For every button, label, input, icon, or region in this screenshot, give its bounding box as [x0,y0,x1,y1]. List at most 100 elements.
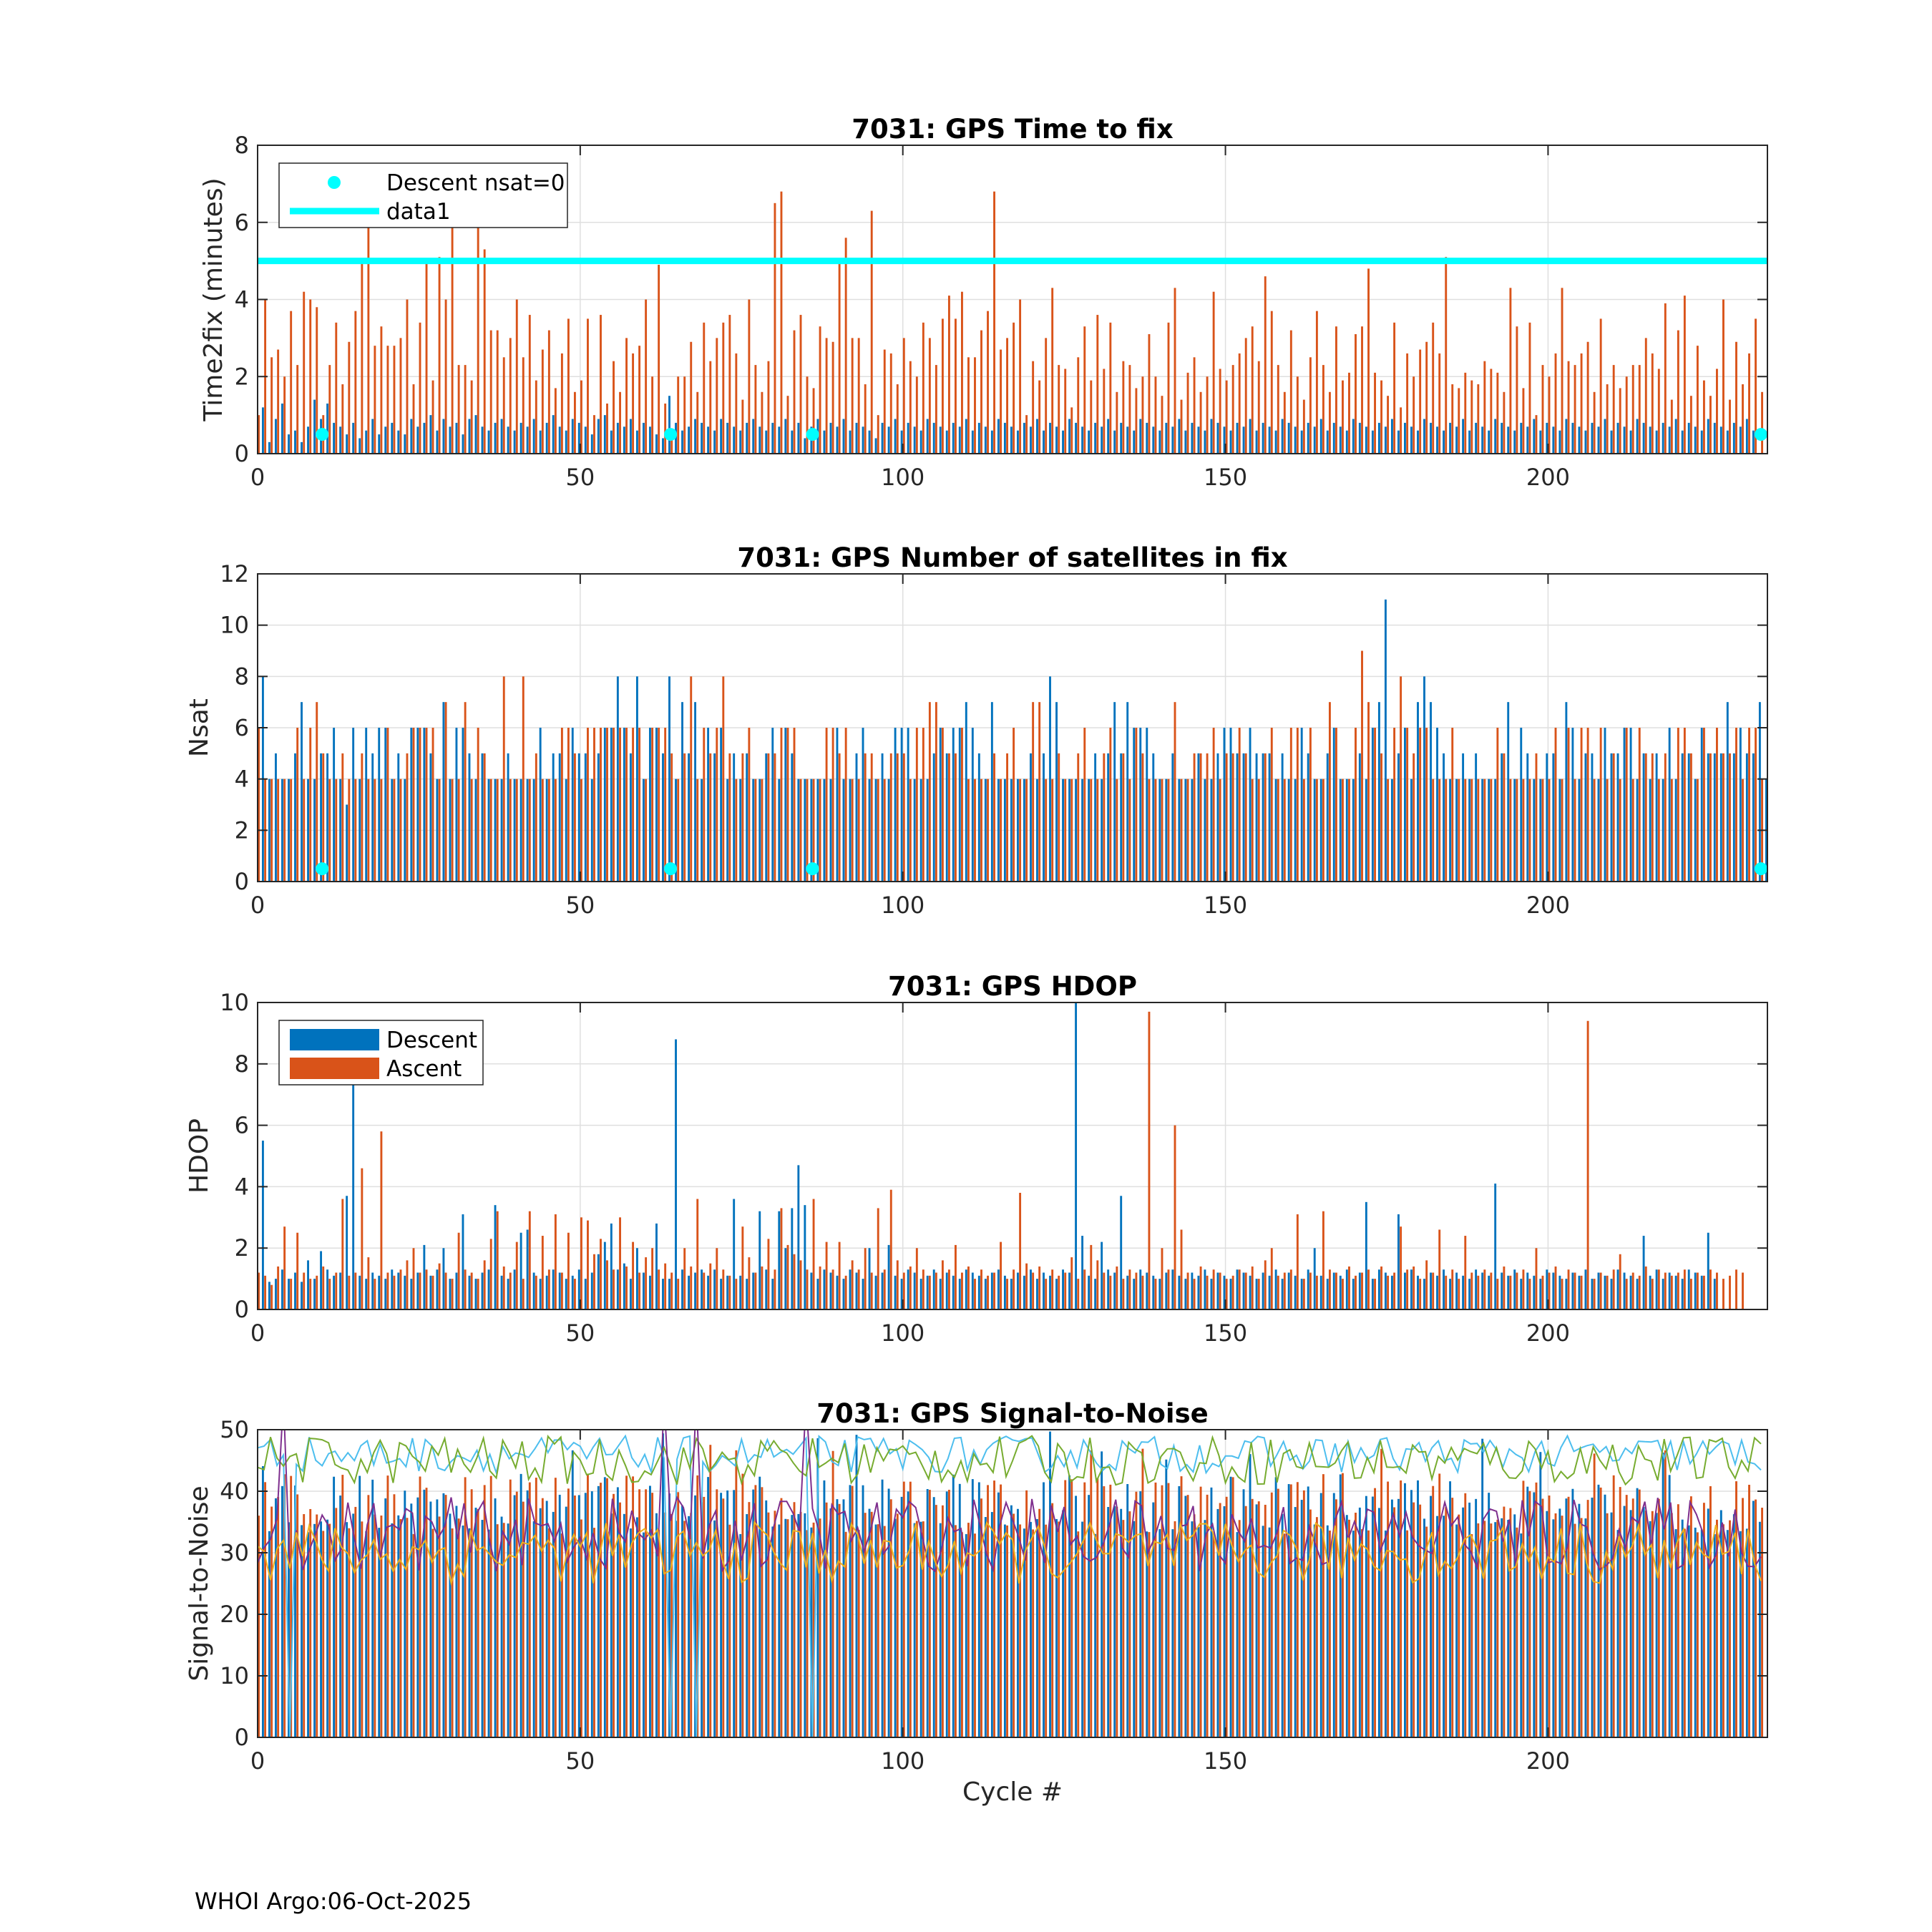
bar-snr-ascent [1289,1484,1292,1737]
bar-descent [1043,1272,1045,1309]
bar-snr-descent [1010,1505,1013,1737]
bar-snr-ascent [1748,1485,1750,1737]
bar-descent [1758,702,1761,882]
bar-ascent [522,1279,525,1309]
bar-ascent [664,728,667,882]
bar-ascent [651,1248,654,1309]
bar-ascent [606,728,608,882]
bar-descent [1120,422,1123,454]
bar-snr-descent [1178,1485,1181,1737]
bar-descent [532,779,535,882]
bar-descent [726,422,729,454]
bar-ascent [600,728,602,882]
bar-descent [1455,1272,1458,1309]
bar-ascent [1593,391,1596,454]
bar-ascent [1032,1272,1035,1309]
bar-descent [507,753,509,882]
bar-snr-ascent [270,1506,273,1737]
bar-descent [733,753,736,882]
bar-descent [1449,1279,1452,1309]
bar-ascent [1606,1275,1609,1309]
bar-descent [1436,426,1438,454]
bar-descent [1571,1272,1574,1309]
bar-descent [868,1248,871,1309]
bar-ascent [1296,728,1299,882]
bar-ascent [1154,1279,1157,1309]
bar-descent [301,702,303,882]
bar-ascent [1722,1279,1724,1309]
bar-descent [1584,430,1587,454]
bar-ascent [1458,1279,1460,1309]
bar-descent [1687,753,1690,882]
bar-snr-ascent [844,1531,847,1737]
bar-descent [1249,1275,1252,1309]
bar-ascent [367,214,370,454]
bar-descent [442,702,445,882]
bar-descent [926,779,929,882]
bar-descent [1165,779,1168,882]
bar-ascent [451,779,454,882]
bar-descent [655,434,658,454]
bar-descent [797,422,800,454]
bar-descent [339,1272,342,1309]
bar-descent [662,438,664,454]
bar-snr-descent [1636,1488,1639,1737]
bar-snr-descent [1533,1492,1536,1737]
bar-descent [1694,1272,1697,1309]
bar-descent [1739,426,1742,454]
bar-ascent [587,1220,589,1309]
bar-descent [1397,753,1400,882]
bar-ascent [1045,338,1048,454]
bar-ascent [806,1269,809,1309]
bar-ascent [1509,779,1512,882]
bar-snr-ascent [290,1475,293,1737]
bar-ascent [438,1263,441,1309]
bar-descent [558,753,561,882]
bar-descent [1358,753,1361,882]
bar-snr-descent [1274,1477,1277,1737]
bar-descent [675,1039,677,1309]
bar-ascent [341,1199,344,1309]
bar-descent [339,779,342,882]
bar-descent [1197,1275,1200,1309]
bar-ascent [967,1266,970,1309]
bar-snr-descent [1101,1451,1103,1737]
bar-ascent [296,1232,299,1309]
bar-snr-descent [887,1488,890,1737]
bar-descent [623,728,625,882]
bar-snr-descent [1146,1531,1148,1737]
bar-descent [1262,422,1264,454]
bar-snr-descent [565,1506,567,1737]
bar-ascent [399,1269,402,1309]
bar-ascent [1212,1269,1215,1309]
bar-descent [346,1196,348,1309]
bar-snr-descent [1003,1524,1006,1737]
bar-descent [552,753,555,882]
bar-descent [707,426,710,454]
bar-ascent [1283,391,1286,454]
bar-ascent [1361,1272,1363,1309]
bar-descent [468,753,471,882]
bar-snr-descent [1223,1506,1226,1737]
bar-ascent [1599,728,1602,882]
y-tick-label: 2 [235,363,249,390]
bar-ascent [1593,1279,1596,1309]
bar-ascent [1355,1275,1357,1309]
bar-descent [1700,430,1703,454]
bar-ascent [947,1269,950,1309]
bar-ascent [1238,1269,1241,1309]
bar-snr-descent [1319,1493,1322,1737]
bar-ascent [754,1272,757,1309]
bar-descent [804,779,806,882]
bar-descent [836,728,839,882]
bar-descent [1101,1241,1103,1309]
bar-snr-ascent [1051,1503,1054,1737]
bar-ascent [502,1266,505,1309]
bar-ascent [1296,376,1299,454]
bar-snr-descent [1126,1484,1129,1737]
bar-snr-ascent [1670,1513,1673,1737]
bar-snr-ascent [1528,1491,1531,1737]
bar-ascent [1664,753,1667,882]
bar-descent [662,1279,664,1309]
bar-snr-ascent [1548,1495,1551,1737]
